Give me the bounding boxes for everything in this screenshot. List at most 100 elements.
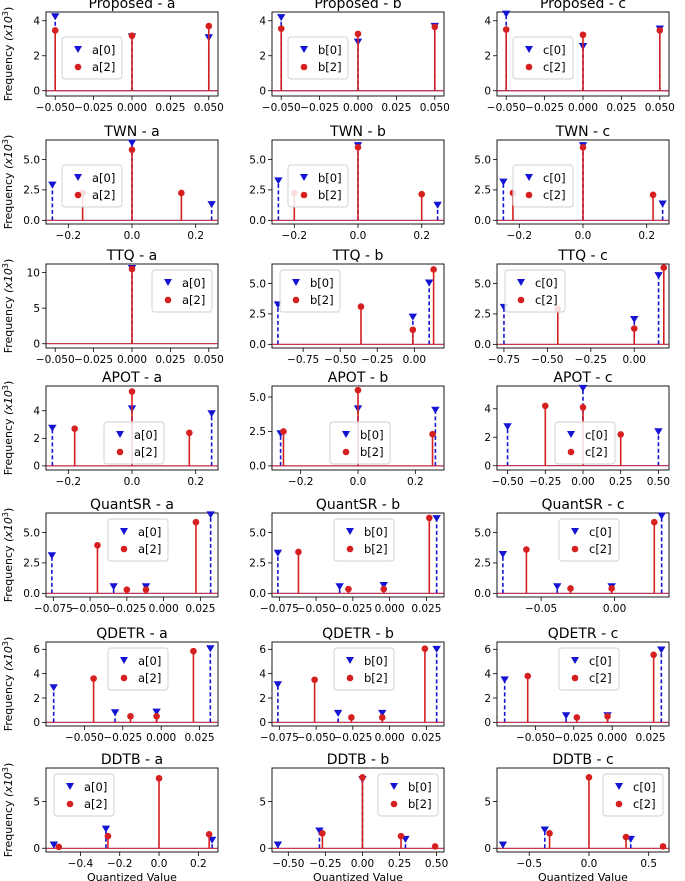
y-axis-label-unit: (x10 xyxy=(2,16,15,41)
subplot-title: Proposed - b xyxy=(314,0,401,12)
subplot-title: QuantSR - b xyxy=(316,497,400,513)
stem-marker-dot xyxy=(579,404,587,411)
x-tick-label: 0.050 xyxy=(194,102,224,114)
stem-marker-triangle xyxy=(48,181,57,189)
legend-label: a[2] xyxy=(182,293,205,307)
x-tick-label: −0.025 xyxy=(333,603,372,615)
y-tick-label: 0.0 xyxy=(474,588,491,600)
subplot: DDTB - c 0 5 −0.5 0.0 0.5 c[0] c[2] Quantized Va… xyxy=(484,752,670,881)
y-axis-label-close: ) xyxy=(2,259,15,263)
stem-marker-triangle xyxy=(48,424,57,432)
stem-marker-dot xyxy=(579,144,587,151)
y-axis-label-exp: 3 xyxy=(1,385,10,390)
legend: a[0] a[2] xyxy=(107,647,169,691)
legend-marker-triangle xyxy=(300,46,308,53)
y-axis-label: Frequency (x103) xyxy=(1,508,15,603)
y-tick-label: 2.5 xyxy=(249,309,266,321)
x-tick-label: 0.025 xyxy=(155,102,185,114)
legend-label: b[2] xyxy=(360,445,384,459)
x-tick-label: 0.00 xyxy=(403,354,426,366)
legend-marker-triangle xyxy=(116,431,124,438)
y-tick-label: 6 xyxy=(33,644,40,656)
legend-marker-dot xyxy=(300,63,308,71)
x-tick-label: −0.050 xyxy=(297,603,336,615)
x-tick-label: 0.0 xyxy=(124,476,141,488)
axes-frame xyxy=(45,512,219,598)
x-tick-label: −0.2 xyxy=(507,230,533,242)
legend-marker-triangle xyxy=(346,528,354,535)
legend-marker-triangle xyxy=(292,279,300,286)
y-tick-label: 2 xyxy=(33,433,40,445)
x-tick-label: 0.000 xyxy=(343,102,373,114)
y-axis-label-unit: (x10 xyxy=(2,144,15,169)
x-tick-label: −0.2 xyxy=(56,230,82,242)
x-tick-label: −0.50 xyxy=(491,476,523,488)
legend-marker-dot xyxy=(525,191,533,199)
x-tick-label: −0.075 xyxy=(34,603,73,615)
legend-marker-dot xyxy=(517,296,525,304)
y-axis-label-text: Frequency xyxy=(2,415,15,475)
stem-marker-dot xyxy=(378,714,386,721)
stem-marker-triangle xyxy=(109,583,118,591)
subplot: QuantSR - c 0.0 2.5 5.0 −0.05 0.00 c[0] c[2] xyxy=(474,497,670,615)
y-axis-label-text: Frequency xyxy=(2,797,15,857)
legend-label: a[2] xyxy=(138,671,161,685)
stem-marker-triangle xyxy=(654,428,663,436)
x-tick-label: −0.025 xyxy=(107,603,146,615)
stem-marker-triangle xyxy=(561,712,571,720)
legend-marker-triangle xyxy=(615,783,623,790)
stem-marker-dot xyxy=(123,586,131,593)
stem-marker-dot xyxy=(277,25,285,32)
stem-marker-dot xyxy=(502,26,510,33)
x-tick-label: −0.025 xyxy=(103,732,142,744)
stem-marker-dot xyxy=(128,265,136,273)
legend-label: c[2] xyxy=(543,60,566,74)
y-tick-label: 10 xyxy=(27,267,40,279)
subplot-title: APOT - a xyxy=(102,370,162,386)
x-tick-label: 0.025 xyxy=(606,102,636,114)
x-tick-label: 0.0 xyxy=(350,476,367,488)
stem-marker-dot xyxy=(142,586,150,593)
stem-marker-dot xyxy=(359,774,366,781)
stem-marker-triangle xyxy=(408,313,418,321)
x-tick-label: −0.025 xyxy=(300,102,339,114)
y-axis-label-close: ) xyxy=(2,508,15,512)
subplot: Proposed - a 0 2 4 −0.050 −0.025 0.000 0.025 0.0… xyxy=(1,0,224,114)
y-axis-label-exp: 3 xyxy=(1,139,10,144)
stem-marker-dot xyxy=(429,430,436,438)
x-tick-label: −0.025 xyxy=(74,354,113,366)
x-tick-label: −0.25 xyxy=(529,476,561,488)
legend-label: b[2] xyxy=(318,188,342,202)
stem-marker-dot xyxy=(280,428,287,435)
legend: a[0] a[2] xyxy=(61,36,123,80)
stem-marker-dot xyxy=(608,585,615,592)
axes-frame xyxy=(271,512,445,598)
y-tick-label: 6 xyxy=(484,644,491,656)
stem-marker-dot xyxy=(660,264,668,271)
y-axis-label: Frequency (x103) xyxy=(1,763,15,858)
x-tick-label: 0.050 xyxy=(420,102,450,114)
legend-marker-dot xyxy=(292,296,300,304)
x-tick-label: 0.00 xyxy=(351,858,374,870)
subplot: APOT - b 0.0 2.5 5.0 −0.2 0.0 0.2 b[0] b[2] xyxy=(249,370,445,488)
y-tick-label: 2.5 xyxy=(249,558,266,570)
legend-label: a[0] xyxy=(134,428,157,442)
subplot: DDTB - b 0 5 −0.50 −0.25 0.00 0.25 0.50 b[0] b[2]… xyxy=(259,752,448,881)
x-tick-label: 0.000 xyxy=(568,102,598,114)
stem-marker-dot xyxy=(128,32,136,39)
x-tick-label: −0.25 xyxy=(309,858,341,870)
stem-marker-triangle xyxy=(432,645,441,653)
legend-marker-triangle xyxy=(525,46,533,53)
legend-label: a[0] xyxy=(138,525,161,539)
legend-label: a[2] xyxy=(134,445,157,459)
stem-marker-dot xyxy=(128,388,136,395)
stem-marker-dot xyxy=(650,651,657,659)
stem-marker-dot xyxy=(55,843,63,851)
legend-marker-triangle xyxy=(342,431,350,438)
legend-label: b[2] xyxy=(364,671,388,685)
legend: b[0] b[2] xyxy=(329,421,391,465)
stem-marker-dot xyxy=(128,146,136,154)
legend-label: b[0] xyxy=(360,428,384,442)
stem-marker-dot xyxy=(622,833,630,841)
